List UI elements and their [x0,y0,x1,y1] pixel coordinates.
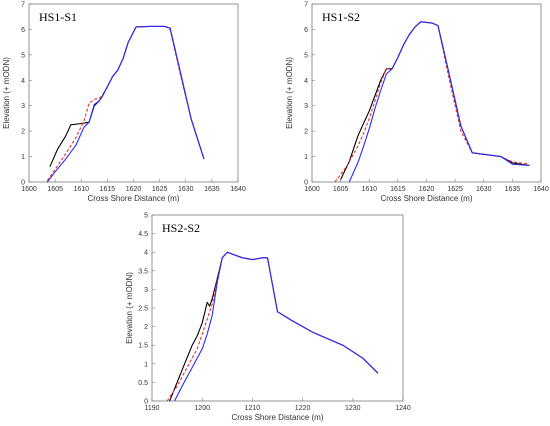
x-tick-label: 1605 [47,186,63,193]
y-tick-label: 1 [21,154,25,161]
y-tick-label: 6 [21,27,25,34]
x-tick-label: 1615 [100,186,116,193]
x-tick-label: 1610 [73,186,89,193]
panel-title: HS1-S2 [322,10,360,24]
x-tick-label: 1640 [230,186,246,193]
y-tick-label: 2 [144,324,148,331]
x-tick-label: 1630 [178,186,194,193]
x-tick-label: 1635 [204,186,220,193]
y-tick-label: 7 [21,2,25,9]
y-tick-label: 2 [21,129,25,136]
x-tick-label: 1615 [390,186,406,193]
x-tick-label: 1210 [245,405,261,412]
y-tick-label: 7 [304,2,308,9]
x-tick-label: 1600 [304,186,320,193]
x-tick-label: 1625 [447,186,463,193]
series-line-blue [174,251,379,402]
x-tick-label: 1200 [194,405,210,412]
y-axis-label: Elevation (+ mODN) [285,57,294,129]
x-tick-label: 1600 [21,186,37,193]
y-tick-label: 0 [304,180,308,187]
x-tick-label: 1230 [345,405,361,412]
y-tick-label: 0 [21,180,25,187]
x-tick-label: 1190 [144,405,159,412]
x-tick-label: 1635 [505,186,521,193]
x-tick-label: 1220 [295,405,311,412]
panel-title: HS1-S1 [39,10,77,24]
y-tick-label: 1.5 [138,343,148,350]
plot-frame [151,214,404,402]
x-tick-label: 1610 [361,186,377,193]
y-tick-label: 4 [304,78,308,85]
y-tick-label: 3.5 [138,268,148,275]
y-tick-label: 3 [21,103,25,110]
y-tick-label: 2 [304,129,308,136]
y-tick-label: 3 [304,103,308,110]
y-tick-label: 0.5 [138,380,148,387]
y-tick-label: 6 [304,27,308,34]
y-axis-label: Elevation (+ mODN) [125,272,134,344]
y-tick-label: 3 [144,287,148,294]
x-tick-label: 1620 [419,186,435,193]
y-tick-label: 1 [304,154,308,161]
y-tick-label: 2.5 [138,306,148,313]
x-tick-label: 1620 [126,186,142,193]
x-tick-label: 1605 [333,186,349,193]
x-axis-label: Cross Shore Distance (m) [231,413,323,422]
y-axis-label: Elevation (+ mODN) [2,57,11,129]
y-tick-label: 5 [21,52,25,59]
x-tick-label: 1630 [476,186,492,193]
y-tick-label: 4 [144,250,148,257]
plot-frame [28,3,239,183]
y-tick-label: 0 [144,399,148,406]
chart-hs2-s2: 1190 1200 1210 1220 1230 1240 0 0.5 1 1.5 2 2.5 3 3.5… [125,213,411,423]
y-tick-label: 5 [144,213,148,220]
x-tick-label: 1240 [395,405,411,412]
y-tick-label: 1 [144,361,148,368]
y-tick-label: 4 [21,78,25,85]
y-tick-label: 5 [304,52,308,59]
x-tick-label: 1640 [533,186,549,193]
plot-frame [311,3,542,183]
chart-hs1-s1: 1600 1605 1610 1615 1620 1625 1630 1635 1640 0 1 2 3… [2,2,246,204]
panel-title: HS2-S2 [162,221,200,235]
x-axis-label: Cross Shore Distance (m) [87,194,179,203]
x-tick-label: 1625 [152,186,168,193]
series-line-blue [46,25,205,183]
x-axis-label: Cross Shore Distance (m) [380,194,472,203]
series-line-blue [348,21,530,183]
chart-hs1-s2: 1600 1605 1610 1615 1620 1625 1630 1635 1640 0 1 2 3… [285,2,549,204]
y-tick-label: 4.5 [138,231,148,238]
